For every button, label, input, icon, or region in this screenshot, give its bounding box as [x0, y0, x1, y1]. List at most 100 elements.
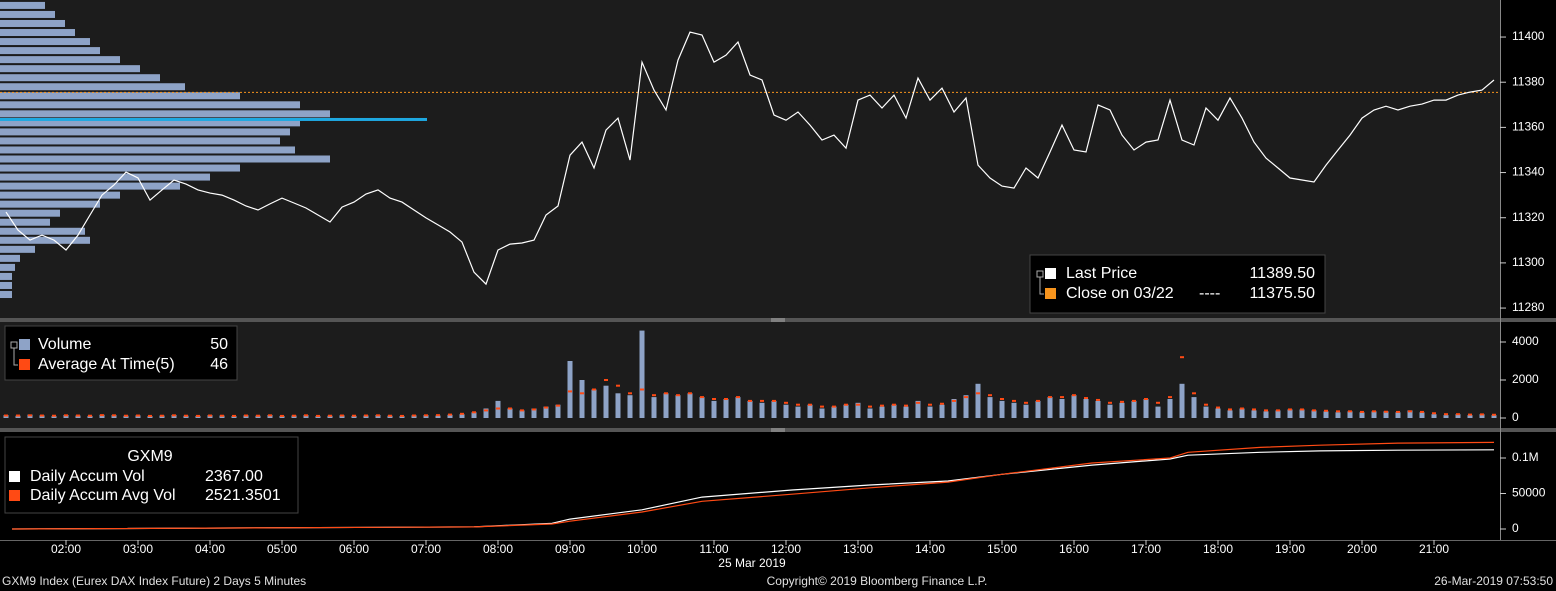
volume-bar — [1071, 395, 1077, 419]
volume-bar — [1215, 408, 1221, 419]
average-mark — [292, 414, 296, 417]
x-tick-label: 18:00 — [1203, 542, 1233, 556]
legend-box — [1029, 254, 1326, 314]
x-tick-label: 17:00 — [1131, 542, 1161, 556]
average-mark — [784, 401, 788, 404]
average-mark — [256, 414, 260, 417]
average-mark — [496, 407, 500, 410]
legend-value: 46 — [210, 356, 228, 373]
average-mark — [1312, 409, 1316, 412]
volume-profile-bar — [0, 146, 295, 154]
volume-bar — [843, 404, 849, 419]
volume-bar — [471, 412, 477, 419]
average-mark — [244, 414, 248, 417]
volume-bar — [75, 415, 81, 419]
average-mark — [1444, 413, 1448, 416]
volume-bar — [1047, 397, 1053, 419]
average-mark — [976, 392, 980, 395]
volume-bar — [1479, 414, 1485, 419]
average-mark — [28, 414, 32, 417]
volume-bar — [1383, 411, 1389, 419]
average-mark — [640, 388, 644, 391]
average-mark — [688, 392, 692, 395]
y-tick-label: 11300 — [1512, 255, 1545, 269]
average-mark — [400, 414, 404, 417]
average-mark — [1264, 409, 1268, 412]
average-mark — [172, 414, 176, 417]
average-mark — [1120, 400, 1124, 403]
average-mark — [412, 414, 416, 417]
average-mark — [808, 403, 812, 406]
legend-label: Volume — [38, 336, 91, 353]
legend-value: 11375.50 — [1249, 285, 1315, 302]
average-mark — [568, 390, 572, 393]
volume-bar — [1035, 400, 1041, 419]
volume-profile-bar — [0, 200, 100, 208]
average-mark — [1180, 356, 1184, 359]
average-mark — [1156, 401, 1160, 404]
legend-label: Daily Accum Avg Vol — [30, 487, 176, 504]
legend-swatch — [19, 339, 30, 350]
volume-bar — [459, 414, 465, 419]
volume-bar — [1395, 412, 1401, 419]
volume-bar — [735, 397, 741, 419]
average-mark — [700, 396, 704, 399]
volume-bar — [879, 406, 885, 419]
legend-value: 50 — [210, 336, 228, 353]
volume-bar — [1083, 399, 1089, 419]
volume-bar — [927, 406, 933, 419]
x-tick-label: 11:00 — [699, 542, 728, 556]
volume-bar — [963, 395, 969, 419]
average-mark — [844, 403, 848, 406]
volume-bar — [159, 415, 165, 419]
volume-bar — [687, 393, 693, 419]
x-tick-label: 03:00 — [123, 542, 153, 556]
volume-bar — [603, 385, 609, 419]
volume-bar — [279, 415, 285, 419]
volume-bar — [1251, 410, 1257, 419]
average-mark — [124, 414, 128, 417]
volume-bar — [63, 414, 69, 419]
average-mark — [148, 414, 152, 417]
volume-profile-bar — [0, 281, 12, 289]
volume-bar — [315, 416, 321, 419]
average-mark — [208, 414, 212, 417]
average-mark — [4, 414, 8, 417]
average-mark — [220, 414, 224, 417]
average-mark — [52, 414, 56, 417]
volume-bar — [171, 414, 177, 419]
volume-bar — [855, 402, 861, 419]
volume-profile-bar — [0, 38, 90, 46]
legend-value: 2521.3501 — [205, 487, 281, 504]
volume-bar — [651, 397, 657, 419]
legend-value: 11389.50 — [1249, 265, 1315, 282]
average-mark — [1084, 397, 1088, 400]
volume-bar — [303, 415, 309, 419]
average-mark — [1480, 413, 1484, 416]
average-mark — [112, 414, 116, 417]
volume-profile-bar — [0, 92, 240, 100]
volume-bar — [867, 408, 873, 419]
average-mark — [16, 414, 20, 417]
volume-profile-bar — [0, 209, 60, 217]
volume-bar — [1167, 399, 1173, 419]
footer-right: 26-Mar-2019 07:53:50 — [1434, 574, 1553, 588]
legend-tree-line — [13, 348, 18, 366]
average-mark — [160, 414, 164, 417]
volume-bar — [1263, 411, 1269, 419]
volume-bar — [1419, 412, 1425, 419]
average-mark — [616, 384, 620, 387]
average-mark — [388, 414, 392, 417]
volume-profile-bar — [0, 1, 45, 9]
volume-bar — [1203, 406, 1209, 419]
volume-bar — [1275, 410, 1281, 419]
average-mark — [832, 405, 836, 408]
volume-bar — [51, 416, 57, 419]
average-mark — [1432, 412, 1436, 415]
x-tick-label: 09:00 — [555, 542, 585, 556]
volume-bar — [1359, 412, 1365, 419]
volume-profile-bar — [0, 110, 330, 118]
legend-swatch — [19, 359, 30, 370]
volume-profile-bar — [0, 10, 55, 18]
average-mark — [1132, 399, 1136, 402]
